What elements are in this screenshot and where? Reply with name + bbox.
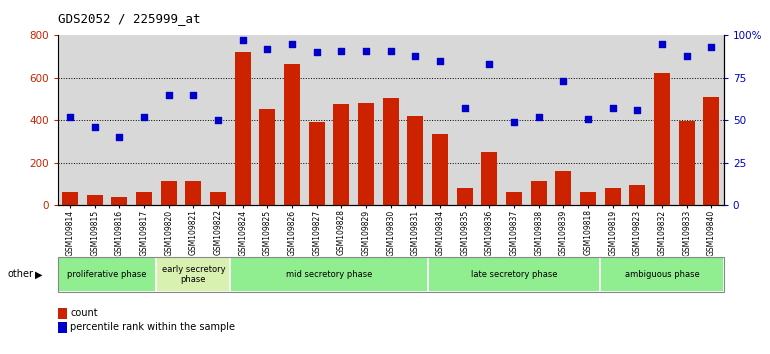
Bar [679,121,695,205]
Point [410,53,422,59]
Text: late secretory phase: late secretory phase [471,270,557,279]
Bar [161,181,177,205]
Text: count: count [70,308,98,318]
Bar [629,185,645,205]
Point [113,135,126,140]
Point [261,46,273,52]
Point [459,105,471,111]
Point [335,48,347,53]
Point [681,53,693,59]
Point [533,114,545,120]
Point [484,62,496,67]
Text: proliferative phase: proliferative phase [67,270,147,279]
Bar [87,195,102,205]
Bar [531,181,547,205]
Point [582,116,594,121]
Point [384,48,397,53]
Point [508,119,521,125]
Bar [604,188,621,205]
Text: ▶: ▶ [35,269,42,279]
Text: mid secretory phase: mid secretory phase [286,270,372,279]
Bar [309,122,325,205]
Point [434,58,447,64]
Bar [259,109,276,205]
Point [236,38,249,43]
Bar [383,98,399,205]
Point [310,50,323,55]
Bar [235,52,251,205]
Point [360,48,372,53]
Point [286,41,298,47]
Point [162,92,175,98]
Point [557,79,570,84]
Bar [333,104,350,205]
Bar [136,192,152,205]
Point [212,118,224,123]
Bar [580,192,596,205]
Point [656,41,668,47]
Point [64,114,76,120]
Bar [506,192,522,205]
Bar [358,103,374,205]
Text: ambiguous phase: ambiguous phase [624,270,699,279]
Bar [654,73,670,205]
Bar [704,97,719,205]
Text: percentile rank within the sample: percentile rank within the sample [70,322,235,332]
Point [705,45,718,50]
Bar [210,192,226,205]
Point [631,107,644,113]
Bar [481,152,497,205]
Bar [457,188,473,205]
Bar [186,181,202,205]
Text: other: other [8,269,34,279]
Bar [62,192,78,205]
Text: GDS2052 / 225999_at: GDS2052 / 225999_at [58,12,200,25]
Point [89,124,101,130]
Bar [407,116,424,205]
Bar [284,64,300,205]
Point [187,92,199,98]
Point [138,114,150,120]
Point [607,105,619,111]
Bar [555,171,571,205]
Text: early secretory
phase: early secretory phase [162,265,226,284]
Bar [432,134,448,205]
Bar [112,197,128,205]
